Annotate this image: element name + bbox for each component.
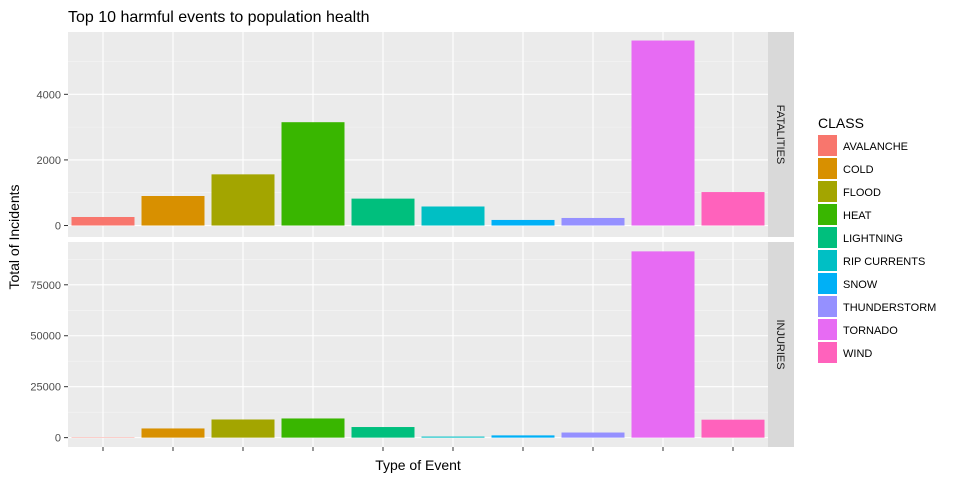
legend-label: HEAT (843, 210, 872, 222)
y-tick-label: 0 (55, 221, 61, 233)
legend-swatch-rip-currents (818, 250, 837, 271)
plot-panels: 0 2000 4000 FATALITIES 0 25000 50000 75000 INJUR… (30, 32, 794, 447)
legend-swatch-wind (818, 342, 837, 363)
legend-label: RIP CURRENTS (843, 256, 925, 268)
x-axis-ticks (102, 447, 734, 451)
panel-fatalities: 0 2000 4000 FATALITIES (37, 32, 794, 237)
bar-fatalities-wind (701, 192, 765, 226)
facet-strip (768, 32, 794, 237)
y-tick-label: 0 (55, 433, 61, 445)
bar-fatalities-avalanche (71, 216, 135, 226)
legend-label: TORNADO (843, 325, 898, 337)
y-tick-label: 25000 (30, 382, 61, 394)
legend-swatch-tornado (818, 319, 837, 340)
legend-swatch-cold (818, 158, 837, 179)
legend-label: THUNDERSTORM (843, 302, 936, 314)
facet-strip-label: FATALITIES (774, 105, 786, 165)
bar-injuries-lightning (351, 427, 415, 438)
bar-injuries-flood (211, 419, 275, 438)
bar-fatalities-lightning (351, 198, 415, 226)
bar-fatalities-flood (211, 174, 275, 226)
bar-fatalities-snow (491, 219, 555, 226)
bar-fatalities-tornado (631, 40, 695, 226)
y-tick-label: 75000 (30, 280, 61, 292)
legend-label: WIND (843, 348, 872, 360)
facet-strip (768, 242, 794, 447)
bar-injuries-tornado (631, 251, 695, 438)
panel-injuries: 0 25000 50000 75000 INJURIES (30, 242, 794, 447)
legend-swatch-snow (818, 273, 837, 294)
legend-label: LIGHTNING (843, 233, 903, 245)
bar-injuries-snow (491, 435, 555, 438)
x-axis-title: Type of Event (375, 457, 461, 473)
y-tick-label: 50000 (30, 331, 61, 343)
bar-injuries-thunderstorm (561, 432, 625, 438)
bar-fatalities-thunderstorm (561, 217, 625, 226)
legend-label: FLOOD (843, 187, 881, 199)
bar-injuries-cold (141, 428, 205, 438)
y-tick-label: 2000 (37, 155, 61, 167)
bar-injuries-heat (281, 418, 345, 438)
legend-label: COLD (843, 164, 874, 176)
bar-fatalities-cold (141, 196, 205, 226)
legend-label: SNOW (843, 279, 878, 291)
legend-swatch-lightning (818, 227, 837, 248)
legend-swatch-thunderstorm (818, 296, 837, 317)
chart-title: Top 10 harmful events to population heal… (68, 9, 370, 26)
facet-strip-label: INJURIES (774, 319, 786, 369)
y-axis-title: Total of Incidents (6, 184, 22, 289)
legend-swatch-avalanche (818, 135, 837, 156)
legend-label: AVALANCHE (843, 141, 908, 153)
y-tick-label: 4000 (37, 89, 61, 101)
bar-injuries-wind (701, 419, 765, 438)
bar-fatalities-rip-currents (421, 206, 485, 226)
legend: CLASS AVALANCHE COLD FLOOD HEAT LIGHTNING RIP… (818, 115, 936, 363)
bar-fatalities-heat (281, 122, 345, 226)
legend-swatch-flood (818, 181, 837, 202)
legend-title: CLASS (818, 115, 864, 131)
legend-swatch-heat (818, 204, 837, 225)
bar-injuries-rip-currents (421, 436, 485, 438)
